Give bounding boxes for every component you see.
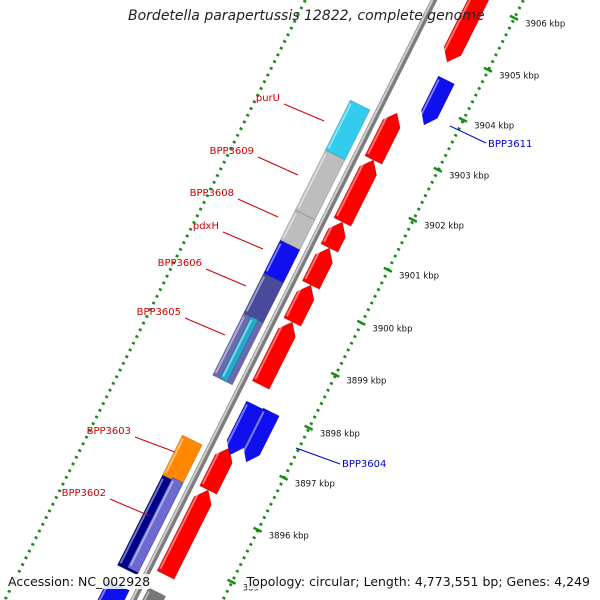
map-title: Bordetella parapertussis 12822, complete…	[128, 8, 485, 24]
gene-BPP3606-partner-shade	[286, 283, 304, 317]
scale-tick-label: 3899 kbp	[346, 376, 386, 386]
scale-tick	[458, 116, 468, 123]
gene-BPP3609	[294, 149, 346, 221]
gene-features	[97, 0, 490, 600]
gene-label-BPP3611: BPP3611	[488, 139, 532, 150]
scale-tick-label: 3898 kbp	[320, 429, 360, 439]
gene-bottom-grey-shade	[143, 590, 150, 600]
gene-top-forward-shade	[440, 0, 471, 57]
scale-tick-label: 3902 kbp	[424, 221, 464, 231]
gene-BPP3605-partner	[251, 321, 296, 390]
leader-line-purU	[283, 103, 325, 122]
gene-label-BPP3603: BPP3603	[87, 426, 131, 437]
scale-tick-label: 3906 kbp	[525, 19, 565, 29]
gene-bottom-grey	[142, 587, 167, 600]
gene-BPP3605-teal	[219, 315, 259, 383]
scale-tick-label: 3903 kbp	[449, 171, 489, 181]
leader-line-BPP3611	[449, 125, 487, 144]
scale-tick	[433, 166, 443, 173]
scale-tick-label: 3905 kbp	[499, 71, 539, 81]
gene-BPP3608-partner-shade	[323, 220, 336, 243]
gene-label-BPP3605: BPP3605	[137, 307, 181, 318]
scale-tick-label: 3904 kbp	[474, 121, 514, 131]
gene-BPP3604-shade	[240, 411, 265, 457]
gene-BPP3605-shade	[214, 316, 245, 374]
leader-line-BPP3606	[205, 268, 247, 287]
scale-tick-label: 3901 kbp	[399, 271, 439, 281]
gene-BPP3606-shade	[245, 276, 266, 312]
gene-label-pdxH: pdxH	[193, 221, 219, 232]
gene-BPP3611-shade	[418, 79, 440, 120]
leader-line-BPP3605	[184, 317, 226, 336]
gene-purU-partner-shade	[367, 111, 390, 155]
backbone-line	[130, 0, 438, 600]
leader-line-BPP3602	[109, 498, 151, 517]
gene-BPP3604	[243, 407, 280, 463]
gene-pdxH-shade	[265, 243, 282, 272]
scale-tick	[483, 66, 493, 73]
gene-BPP3602-shade	[127, 476, 184, 574]
gene-BPP3609-partner-shade	[336, 158, 367, 217]
gene-BPP3608-shade	[282, 213, 297, 239]
gene-label-BPP3609: BPP3609	[210, 146, 254, 157]
gene-label-BPP3606: BPP3606	[158, 258, 202, 269]
accession-text: Accession: NC_002928	[8, 574, 151, 589]
gene-purU-shade	[327, 103, 352, 149]
gene-BPP3603-partner	[199, 447, 233, 495]
scale-tick	[304, 424, 314, 431]
gene-pdxH-partner-shade	[304, 246, 323, 280]
leader-line-pdxH	[222, 231, 264, 250]
scale-tick-label: 3896 kbp	[269, 531, 309, 541]
genome-summary-text: Topology: circular; Length: 4,773,551 bp…	[246, 574, 590, 589]
gene-BPP3602-partner-shade	[159, 488, 202, 570]
gene-BPP3604-a	[226, 400, 264, 456]
gene-label-BPP3608: BPP3608	[190, 188, 234, 199]
gene-BPP3603-partner-shade	[201, 446, 223, 485]
gene-BPP3602-shade-shade	[129, 480, 174, 566]
gene-BPP3609-partner	[333, 159, 377, 227]
leader-line-BPP3609	[257, 156, 299, 176]
gene-label-BPP3604: BPP3604	[342, 459, 386, 470]
gene-BPP3603-shade	[164, 438, 184, 474]
gene-BPP3611	[420, 75, 455, 126]
gene-BPP3604-a-shade	[223, 404, 248, 450]
scale-tick	[509, 14, 519, 21]
scale-tick	[356, 319, 366, 326]
genome-backbone	[130, 0, 438, 600]
gene-BPP3609-shade	[297, 153, 327, 209]
scale-tick	[408, 216, 418, 223]
scale-tick	[330, 371, 340, 378]
gene-label-BPP3602: BPP3602	[62, 488, 106, 499]
scale-tick	[226, 578, 237, 585]
scale-tick	[279, 474, 289, 481]
gene-top-forward	[443, 0, 490, 63]
backbone-highlight	[130, 0, 434, 600]
scale-tick	[383, 266, 393, 273]
gene-purU-partner	[364, 112, 401, 165]
gene-BPP3605-teal-shade	[222, 319, 253, 377]
gene-label-purU: purU	[256, 93, 280, 104]
gene-BPP3606-partner	[283, 284, 315, 327]
leader-line-BPP3603	[134, 436, 176, 453]
gene-BPP3602-partner	[156, 489, 212, 580]
leader-line-BPP3608	[237, 198, 279, 218]
scale-tick-label: 3900 kbp	[372, 324, 412, 334]
leader-line-BPP3604	[295, 447, 341, 465]
scale-tick	[252, 526, 263, 533]
gene-labels: purU BPP3609 BPP3608 pdxH BPP3606 BPP3605 BPP3…	[62, 93, 532, 517]
scale-tick-label: 3897 kbp	[295, 479, 335, 489]
gene-BPP3602-shade	[119, 478, 164, 564]
gene-BPP3608-partner	[320, 221, 346, 253]
gene-pdxH-partner	[301, 247, 333, 290]
gene-BPP3605-partner-shade	[254, 320, 286, 380]
